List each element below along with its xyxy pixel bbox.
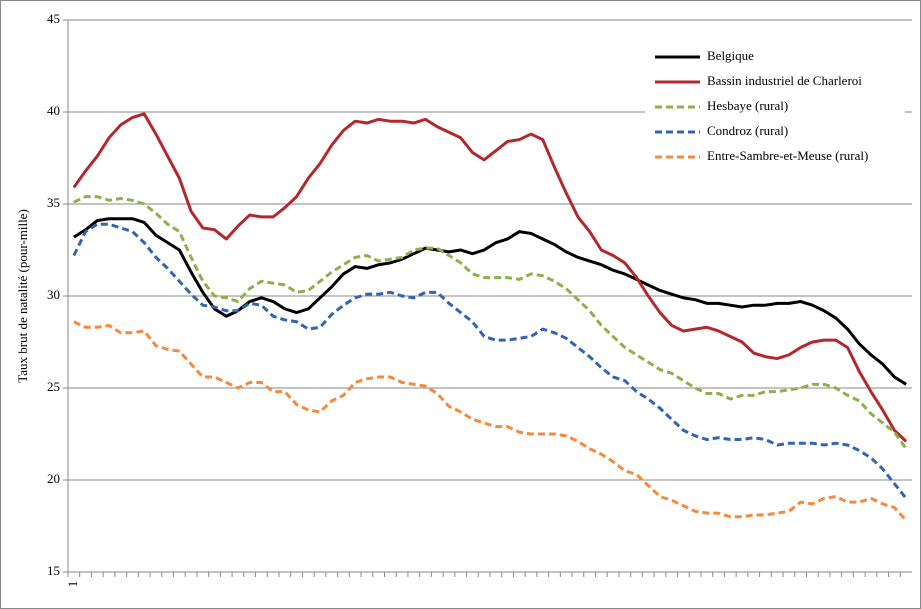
legend-label: Bassin industriel de Charleroi [707,73,862,88]
y-tick-label: 15 [47,563,60,578]
y-tick-label: 20 [47,471,60,486]
series-line [73,195,908,450]
y-tick-label: 35 [47,195,60,210]
legend-label: Hesbaye (rural) [707,98,788,113]
y-tick-label: 40 [47,103,60,118]
legend-label: Entre-Sambre-et-Meuse (rural) [707,148,868,163]
series-line [73,320,908,522]
y-tick-label: 30 [47,287,60,302]
y-tick-label: 25 [47,379,60,394]
legend-label: Condroz (rural) [707,123,788,138]
legend-label: Belgique [707,48,754,63]
x-tick-label: 1 [65,581,80,588]
y-tick-label: 45 [47,11,60,26]
series-line [72,222,908,500]
y-axis-label: Taux brut de natalité (pour-mille) [15,209,30,383]
series-line [72,112,908,443]
